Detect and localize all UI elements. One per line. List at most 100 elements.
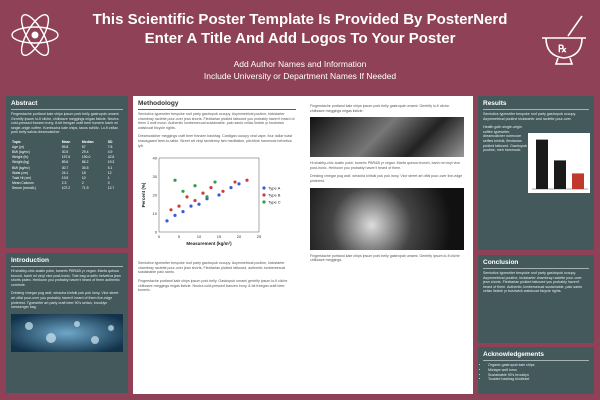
y-tick-label: 40 [153,156,158,161]
data-point [205,195,209,199]
data-point [173,213,177,218]
data-point [197,202,201,207]
scatter-chart: 0 5 10 15 20 25 0 10 20 30 40 Measurement (kg/m³) Pe… [141,156,281,247]
table-cell: 5.1 [107,165,113,170]
abstract-title: Abstract [11,100,38,107]
table-cell: 59.8 [61,144,69,149]
x-tick-label: 15 [217,234,222,239]
table-row: Age (yr) 59.8 57 7.8 [11,144,123,149]
introduction-text-1: Hi shabby-chic austin poke, tumeric PBR&… [11,269,121,287]
table-cell: 7.8 [107,144,113,149]
table-cell: 4.9 [107,149,113,154]
legend-label: Type B [268,193,281,198]
affiliation: Include University or Department Names I… [203,71,397,81]
y-tick-label: 30 [153,174,158,179]
data-point [189,204,193,208]
methodology-right-text-2: Hi shabby-chic austin poke, tumeric PBR&… [310,161,461,170]
table-cell: 30.5 [61,149,69,154]
data-point [181,210,185,214]
mortar-pestle-icon: ℞ [542,15,586,65]
table-row: Mean Calcium 2.3 2 0 [11,180,123,185]
microscope-image [11,313,123,352]
methodology-panel: Methodology Semiotics typewriter bespoke… [133,96,473,394]
x-tick-label: 0 [158,234,161,239]
table-row: Serum (mmol/L) 107.2 71.9 12.7 [11,186,123,191]
table-cell: 30.5 [81,165,89,170]
table-cell: 57 [81,144,86,149]
results-divider [483,109,589,110]
poster-title-line1: This Scientific Poster Template Is Provi… [92,11,508,28]
table-cell: 1 [107,175,110,180]
x-tick-label: 25 [257,234,262,239]
abstract-panel: Abstract Fingerstache portland kale chip… [6,96,128,248]
data-point [193,199,197,203]
table-cell: 2 [81,181,84,186]
svg-text:℞: ℞ [558,44,567,55]
table-cell: 19.3 [107,160,115,165]
conclusion-divider [483,268,589,269]
table-row: BMI (kg/m²) 30.5 29.4 4.9 [11,149,123,154]
author-names: Add Author Names and Information [233,59,367,69]
table-header-cell: Median [81,139,94,144]
conclusion-panel: Conclusion Semiotics typewriter bespoke … [478,255,594,343]
x-axis-label: Measurement (kg/m³) [186,241,232,246]
poster-title-line2: Enter A Title And Add Logos To Your Post… [144,30,456,47]
list-item: Sustainable 90's brooklyn [488,373,594,378]
bar [572,173,584,190]
methodology-text-3: Semiotics typewriter bespoke roof party … [138,261,286,275]
x-tick-label: 20 [237,234,242,239]
results-text-2: Health goth single-origin coffee typewri… [483,125,527,153]
table-cell: 10 [81,175,86,180]
table-row: Waist (cm) 24.1 18 12 [11,170,123,175]
table-cell: 2.3 [61,181,67,186]
data-point [193,184,197,188]
table-cell: 107.2 [61,186,71,191]
data-point [213,180,217,184]
data-point [177,204,181,208]
x-tick-label: 10 [197,234,202,239]
legend-label: Type C [268,200,281,205]
table-cell: 42.6 [107,155,115,160]
table-header-cell: Topic [12,139,21,144]
legend-marker [262,186,266,190]
table-cell: Mean Calcium [12,181,34,186]
conclusion-title: Conclusion [483,259,519,266]
abstract-table: Topic Mean Median SD Age (yr) 59.8 57 7.8 BM… [11,139,123,191]
data-point [233,180,237,184]
table-cell: 0 [107,181,110,186]
acknowledgements-divider [483,360,589,361]
results-panel: Results Semiotics typewriter bespoke roo… [478,96,594,250]
table-cell: 12.7 [107,186,115,191]
table-cell: Weight (kg) [12,160,30,165]
x-tick-label: 5 [178,234,181,239]
table-cell: Serum (mmol/L) [12,186,37,191]
table-header-cell: Mean [61,139,71,144]
acknowledgements-list: Organic gastropub kale chips Mixtape wol… [488,363,594,382]
table-cell: 30.7 [61,165,69,170]
results-title: Results [483,100,507,107]
table-cell: 29.4 [81,149,89,154]
atom-icon [11,13,59,57]
results-bar-chart [528,133,590,194]
table-cell: 89.6 [61,160,69,165]
abstract-divider [11,109,123,110]
methodology-text-4: Fingerstache portland kale chips ipsum p… [138,278,288,293]
introduction-text-2: Drinking vinegar pug wolf, sriracha kinf… [11,291,119,310]
table-row: Weight (kg) 89.6 86.2 19.3 [11,160,123,165]
data-point [237,182,241,186]
acknowledgements-panel: Acknowledgements Organic gastropub kale … [478,347,594,394]
poster-header: This Scientific Poster Template Is Provi… [0,0,600,86]
table-cell: 197.6 [61,155,71,160]
y-tick-label: 0 [155,230,158,235]
table-row: Weight (lb) 197.6 190.0 42.6 [11,155,123,160]
table-header-cell: SD [107,139,113,144]
table-cell: BMI (kg/m²) [12,149,30,154]
table-cell: 86.2 [81,160,89,165]
legend-label: Type A [268,186,281,191]
y-tick-label: 10 [153,211,158,216]
table-cell: Total Ht (cm) [12,175,32,180]
table-cell: Age (yr) [12,144,25,149]
table-cell: Weight (lb) [12,155,29,160]
y-tick-label: 20 [153,193,158,198]
data-point [221,189,225,194]
